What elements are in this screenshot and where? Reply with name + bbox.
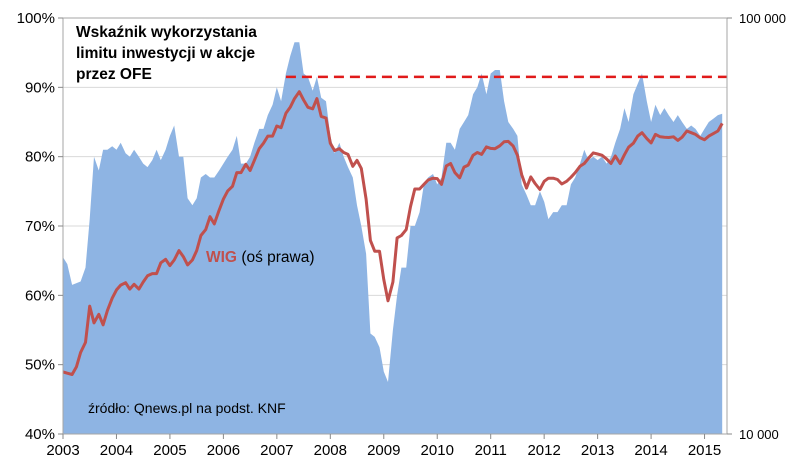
wig-label-name: WIG — [206, 249, 237, 266]
x-axis-ticks: 2003 2004 2005 2006 2007 2008 2009 2010 2011 2012… — [46, 434, 721, 459]
wig-label-note: (oś prawa) — [241, 249, 315, 266]
left-tick-label: 100% — [17, 10, 55, 27]
x-tick-label: 2014 — [634, 442, 667, 459]
x-tick-label: 2013 — [581, 442, 614, 459]
source-note: źródło: Qnews.pl na podst. KNF — [88, 400, 286, 416]
wig-series-label: WIG (oś prawa) — [206, 249, 315, 267]
x-tick-label: 2005 — [153, 442, 186, 459]
left-tick-label: 90% — [25, 79, 55, 96]
left-tick-label: 70% — [25, 218, 55, 235]
ofe-limit-area-series — [63, 42, 723, 435]
right-tick-label: 10 000 — [739, 427, 779, 442]
x-tick-label: 2015 — [688, 442, 721, 459]
x-tick-label: 2012 — [527, 442, 560, 459]
x-tick-label: 2010 — [421, 442, 454, 459]
x-tick-label: 2009 — [367, 442, 400, 459]
x-tick-label: 2003 — [46, 442, 79, 459]
x-tick-label: 2007 — [260, 442, 293, 459]
left-tick-label: 60% — [25, 287, 55, 304]
x-tick-label: 2011 — [475, 442, 507, 459]
right-tick-label: 100 000 — [739, 11, 786, 26]
left-axis-ticks: 40% 50% 60% 70% 80% 90% 100% — [17, 10, 63, 443]
chart-title: Wskaźnik wykorzystania limitu inwestycji… — [76, 24, 257, 83]
right-axis-ticks: 10 000 100 000 — [727, 11, 786, 442]
left-tick-label: 80% — [25, 149, 55, 166]
left-tick-label: 50% — [25, 357, 55, 374]
left-tick-label: 40% — [25, 426, 55, 443]
wig-line-series — [62, 90, 724, 376]
x-tick-label: 2004 — [100, 442, 133, 459]
x-tick-label: 2008 — [314, 442, 347, 459]
x-tick-label: 2006 — [207, 442, 240, 459]
